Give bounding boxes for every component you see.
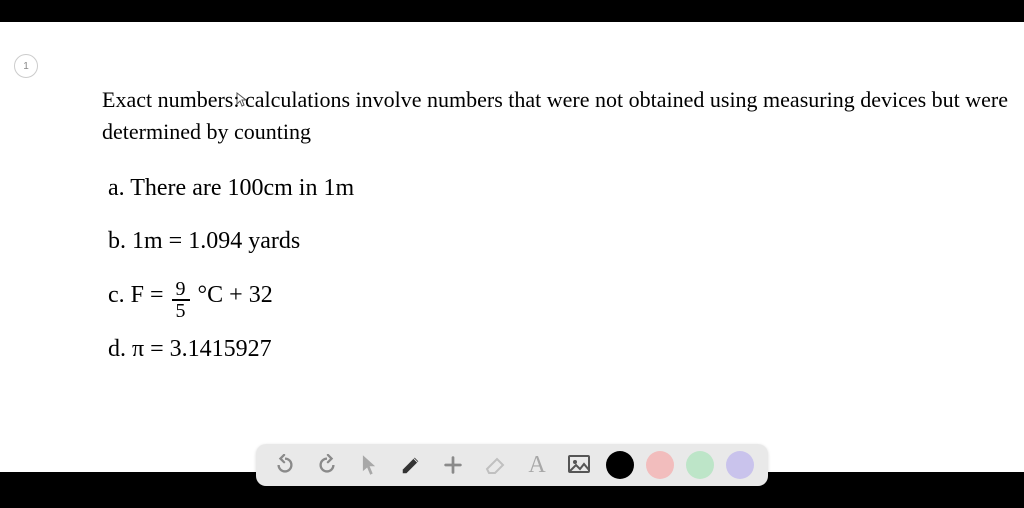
undo-button[interactable] <box>270 450 300 480</box>
pencil-button[interactable] <box>396 450 426 480</box>
eraser-button[interactable] <box>480 450 510 480</box>
content-area: Exact numbers: calculations involve numb… <box>102 84 1016 380</box>
item-label: a. <box>108 175 125 201</box>
slide-number-badge: 1 <box>14 54 38 78</box>
pointer-icon <box>359 454 379 476</box>
image-button[interactable] <box>564 450 594 480</box>
pencil-icon <box>400 454 422 476</box>
color-swatch-purple[interactable] <box>726 451 754 479</box>
item-text: 1m = 1.094 yards <box>132 228 300 254</box>
fraction: 9 5 <box>172 279 190 321</box>
undo-icon <box>274 454 296 476</box>
fraction-denominator: 5 <box>172 301 190 321</box>
text-icon: A <box>528 452 545 479</box>
color-swatch-green[interactable] <box>686 451 714 479</box>
pointer-button[interactable] <box>354 450 384 480</box>
plus-icon <box>442 454 464 476</box>
handwritten-list: a. There are 100cm in 1m b. 1m = 1.094 y… <box>102 166 1016 372</box>
color-swatch-pink[interactable] <box>646 451 674 479</box>
color-swatch-black[interactable] <box>606 451 634 479</box>
list-item-b: b. 1m = 1.094 yards <box>108 219 1016 265</box>
list-item-a: a. There are 100cm in 1m <box>108 166 1016 212</box>
fraction-numerator: 9 <box>172 279 190 301</box>
whiteboard-page: 1 Exact numbers: calculations involve nu… <box>0 22 1024 472</box>
item-text: There are 100cm in 1m <box>130 175 354 201</box>
item-label: c. <box>108 282 125 308</box>
item-label: d. <box>108 336 126 362</box>
intro-paragraph: Exact numbers: calculations involve numb… <box>102 84 1016 148</box>
item-text-post: °C + 32 <box>198 282 273 308</box>
redo-button[interactable] <box>312 450 342 480</box>
image-icon <box>567 454 591 476</box>
list-item-c: c. F = 9 5 °C + 32 <box>108 273 1016 319</box>
add-button[interactable] <box>438 450 468 480</box>
item-text-pre: F = <box>131 282 170 308</box>
list-item-d: d. π = 3.1415927 <box>108 327 1016 373</box>
item-text: π = 3.1415927 <box>132 336 272 362</box>
item-label: b. <box>108 228 126 254</box>
text-button[interactable]: A <box>522 450 552 480</box>
slide-number-text: 1 <box>23 61 29 72</box>
eraser-icon <box>483 455 507 475</box>
redo-icon <box>316 454 338 476</box>
drawing-toolbar: A <box>256 444 768 486</box>
